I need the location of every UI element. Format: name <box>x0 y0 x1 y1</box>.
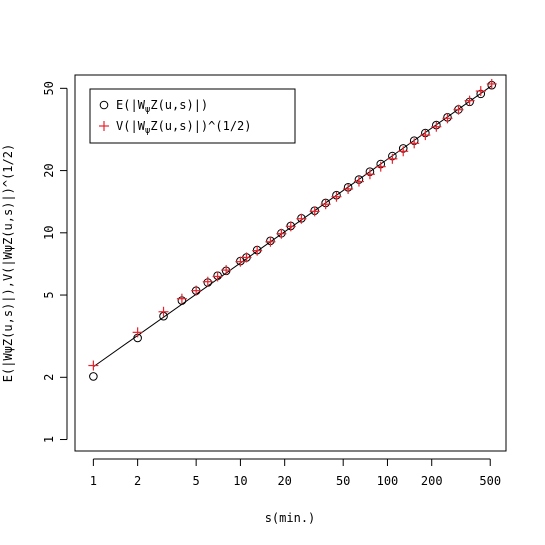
data-point-plus <box>191 285 202 296</box>
data-point-plus <box>442 113 453 124</box>
data-point-plus <box>375 161 386 172</box>
data-point-plus <box>464 95 475 106</box>
x-tick-label: 5 <box>193 474 200 488</box>
data-point-plus <box>221 265 232 276</box>
data-point-plus <box>486 78 497 89</box>
legend-entry-label: V(|WψZ(u,s)|)^(1/2) <box>116 119 252 136</box>
y-axis-title: E(|WψZ(u,s)|),V(|WψZ(u,s)|)^(1/2) <box>1 144 15 382</box>
data-point-plus <box>276 228 287 239</box>
data-point-plus <box>285 221 296 232</box>
data-point-plus <box>387 153 398 164</box>
legend-marker-circle <box>99 100 109 110</box>
legend-marker-plus <box>99 121 109 131</box>
data-point-circle <box>89 372 98 381</box>
data-point-plus <box>265 236 276 247</box>
data-point-plus <box>453 104 464 115</box>
data-point-plus <box>475 86 486 97</box>
y-tick-label: 10 <box>42 226 56 240</box>
x-tick-label: 500 <box>479 474 501 488</box>
data-point-plus <box>353 176 364 187</box>
x-tick-label: 2 <box>134 474 141 488</box>
x-tick-label: 20 <box>277 474 291 488</box>
y-axis: 1 2 5 10 20 50 <box>42 81 68 443</box>
data-point-plus <box>296 213 307 224</box>
legend: E(|WψZ(u,s)|) V(|WψZ(u,s)|)^(1/2) <box>89 88 296 144</box>
data-point-plus <box>409 138 420 149</box>
x-tick-label: 1 <box>90 474 97 488</box>
data-point-plus <box>398 146 409 157</box>
y-tick-label: 5 <box>42 291 56 298</box>
data-point-plus <box>343 183 354 194</box>
y-tick-label: 20 <box>42 163 56 177</box>
x-tick-label: 10 <box>233 474 247 488</box>
data-point-plus <box>364 169 375 180</box>
data-point-plus <box>241 252 252 263</box>
points-layer <box>88 78 497 381</box>
data-point-plus <box>420 130 431 141</box>
data-point-plus <box>88 360 99 371</box>
x-axis: 1 2 5 10 20 50 100 200 500 <box>90 458 501 488</box>
legend-items: E(|WψZ(u,s)|) V(|WψZ(u,s)|)^(1/2) <box>99 98 252 136</box>
x-tick-label: 50 <box>336 474 350 488</box>
data-point-plus <box>252 245 263 256</box>
data-point-plus <box>431 121 442 132</box>
data-point-plus <box>202 276 213 287</box>
data-point-plus <box>309 206 320 217</box>
x-tick-label: 100 <box>377 474 399 488</box>
y-tick-label: 50 <box>42 81 56 95</box>
data-point-plus <box>212 271 223 282</box>
data-point-plus <box>176 293 187 304</box>
data-point-plus <box>320 199 331 210</box>
x-tick-label: 200 <box>421 474 443 488</box>
data-point-plus <box>235 256 246 267</box>
y-tick-label: 2 <box>42 374 56 381</box>
plot-frame <box>74 74 507 452</box>
legend-box <box>89 88 296 144</box>
legend-entry-label: E(|WψZ(u,s)|) <box>116 98 208 115</box>
data-point-plus <box>158 306 169 317</box>
data-point-plus <box>331 191 342 202</box>
y-tick-label: 1 <box>42 436 56 443</box>
data-point-plus <box>132 327 143 338</box>
x-axis-title: s(min.) <box>265 511 316 525</box>
